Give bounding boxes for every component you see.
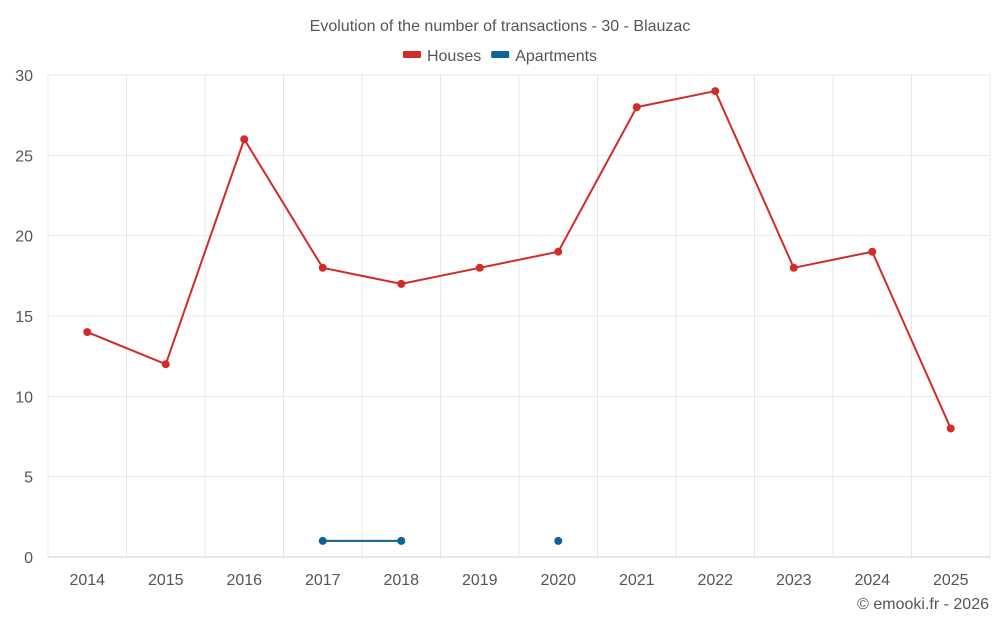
data-point[interactable] bbox=[318, 536, 327, 545]
series-houses bbox=[83, 87, 955, 433]
y-tick-label: 25 bbox=[15, 148, 33, 165]
x-tick-label: 2019 bbox=[462, 572, 498, 589]
x-tick-label: 2021 bbox=[619, 572, 655, 589]
x-tick-label: 2015 bbox=[148, 572, 184, 589]
legend: Houses Apartments bbox=[402, 48, 597, 65]
data-point[interactable] bbox=[240, 135, 249, 144]
y-tick-label: 30 bbox=[15, 68, 33, 85]
legend-item-apartments[interactable]: Apartments bbox=[491, 48, 597, 65]
gridlines bbox=[47, 74, 991, 557]
series-line-segment bbox=[714, 90, 795, 269]
series-line-segment bbox=[400, 266, 481, 285]
y-tick-label: 10 bbox=[15, 389, 33, 406]
legend-swatch bbox=[491, 51, 510, 58]
legend-label: Houses bbox=[427, 48, 481, 65]
chart-title: Evolution of the number of transactions … bbox=[310, 18, 691, 35]
data-point[interactable] bbox=[868, 247, 877, 256]
series-line-segment bbox=[557, 106, 638, 253]
series-line-segment bbox=[164, 138, 246, 366]
data-point[interactable] bbox=[632, 103, 641, 112]
y-tick-label: 15 bbox=[15, 309, 33, 326]
x-tick-label: 2023 bbox=[776, 572, 812, 589]
series-layer bbox=[83, 87, 955, 545]
y-tick-label: 20 bbox=[15, 229, 33, 246]
series-line-segment bbox=[321, 266, 403, 285]
series-apartments bbox=[318, 536, 563, 545]
y-tick-label: 0 bbox=[24, 550, 33, 567]
x-tick-label: 2017 bbox=[305, 572, 341, 589]
series-line-segment bbox=[792, 250, 874, 269]
x-tick-label: 2025 bbox=[933, 572, 969, 589]
data-point[interactable] bbox=[946, 424, 955, 433]
data-point[interactable] bbox=[554, 247, 563, 256]
legend-label: Apartments bbox=[515, 48, 597, 65]
series-line-segment bbox=[243, 138, 324, 269]
data-point[interactable] bbox=[397, 536, 406, 545]
data-point[interactable] bbox=[554, 536, 563, 545]
y-tick-label: 5 bbox=[24, 470, 33, 487]
series-line-segment bbox=[86, 331, 167, 366]
x-tick-label: 2014 bbox=[69, 572, 105, 589]
data-point[interactable] bbox=[789, 263, 798, 272]
data-point[interactable] bbox=[161, 360, 170, 369]
x-tick-label: 2020 bbox=[540, 572, 576, 589]
data-point[interactable] bbox=[318, 263, 327, 272]
data-point[interactable] bbox=[711, 87, 720, 96]
x-tick-label: 2016 bbox=[226, 572, 262, 589]
x-tick-label: 2022 bbox=[697, 572, 733, 589]
data-point[interactable] bbox=[83, 328, 92, 337]
data-point[interactable] bbox=[475, 263, 484, 272]
credit-text: © emooki.fr - 2026 bbox=[857, 596, 989, 613]
x-tick-label: 2024 bbox=[854, 572, 890, 589]
series-line-segment bbox=[871, 250, 952, 430]
series-line-segment bbox=[478, 250, 560, 269]
x-tick-label: 2018 bbox=[383, 572, 419, 589]
data-point[interactable] bbox=[397, 279, 406, 288]
legend-swatch bbox=[402, 51, 421, 58]
series-line-segment bbox=[635, 90, 717, 109]
legend-item-houses[interactable]: Houses bbox=[402, 48, 481, 65]
